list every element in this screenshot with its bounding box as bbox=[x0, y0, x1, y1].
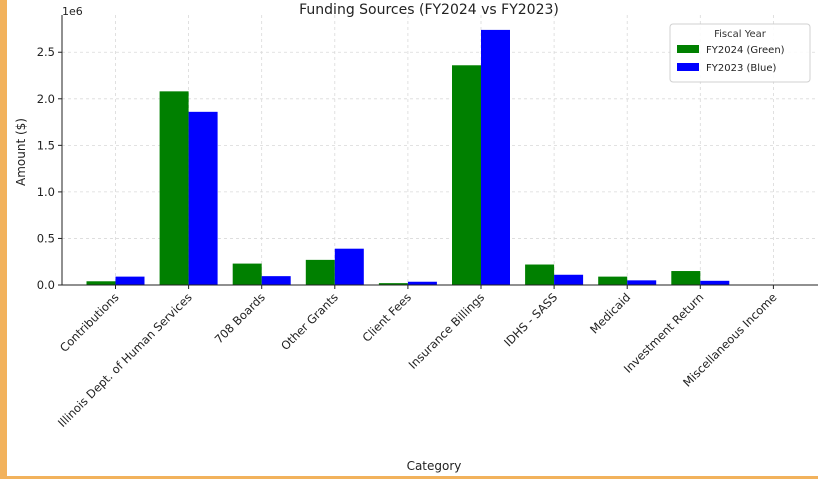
chart-title: Funding Sources (FY2024 vs FY2023) bbox=[299, 2, 559, 18]
bar-fy2024-1 bbox=[159, 91, 189, 286]
x-tick-label: Investment Return bbox=[621, 290, 707, 376]
x-tick-label: IDHS - SASS bbox=[501, 290, 560, 349]
bar-fy2024-8 bbox=[671, 271, 701, 285]
legend: Fiscal Year FY2024 (Green) FY2023 (Blue) bbox=[669, 23, 811, 83]
bar-fy2024-5 bbox=[452, 65, 481, 285]
bar-fy2023-6 bbox=[554, 274, 584, 285]
y-tick-label: 1.5 bbox=[37, 138, 55, 152]
y-tick-label: 0.0 bbox=[37, 278, 55, 292]
x-tick-label: 708 Boards bbox=[212, 290, 268, 346]
bar-fy2024-3 bbox=[305, 259, 335, 285]
bar-fy2023-7 bbox=[627, 280, 657, 285]
y-tick-label: 0.5 bbox=[37, 231, 55, 245]
bar-fy2023-2 bbox=[261, 276, 291, 285]
x-tick-label: Other Grants bbox=[278, 290, 341, 353]
legend-swatch-fy2024 bbox=[677, 45, 699, 53]
bar-fy2023-3 bbox=[334, 248, 364, 285]
bar-fy2023-8 bbox=[700, 280, 730, 285]
legend-label-fy2023: FY2023 (Blue) bbox=[706, 63, 777, 74]
y-axis-label: Amount ($) bbox=[14, 118, 28, 186]
bar-fy2023-1 bbox=[188, 111, 218, 286]
x-tick-label: Contributions bbox=[57, 290, 122, 355]
y-axis-offset-label: 1e6 bbox=[62, 5, 83, 18]
y-tick-label: 1.0 bbox=[37, 185, 55, 199]
bars bbox=[86, 29, 774, 286]
bar-fy2024-4 bbox=[378, 283, 408, 285]
y-tick-label: 2.0 bbox=[37, 92, 55, 106]
legend-box bbox=[669, 23, 811, 83]
bar-fy2023-5 bbox=[481, 29, 510, 286]
x-tick-label: Medicaid bbox=[587, 290, 633, 336]
bar-fy2024-6 bbox=[525, 264, 555, 285]
x-tick-label: Insurance Billings bbox=[406, 290, 488, 372]
x-tick-label: Client Fees bbox=[360, 290, 415, 345]
bar-fy2023-4 bbox=[407, 281, 437, 285]
bar-chart: 0.0 0.5 1.0 1.5 2.0 2.5 ContributionsIllinois … bbox=[14, 2, 818, 473]
legend-title: Fiscal Year bbox=[714, 29, 767, 40]
bar-fy2024-7 bbox=[598, 276, 628, 285]
bar-fy2023-0 bbox=[115, 276, 145, 285]
legend-swatch-fy2023 bbox=[677, 63, 699, 71]
x-axis-label: Category bbox=[407, 459, 462, 473]
bar-fy2024-2 bbox=[232, 263, 262, 285]
bar-fy2024-0 bbox=[86, 281, 116, 285]
x-tick-label: Illinois Dept. of Human Services bbox=[55, 290, 195, 430]
legend-label-fy2024: FY2024 (Green) bbox=[706, 45, 785, 56]
axes bbox=[58, 15, 818, 289]
y-tick-label: 2.5 bbox=[37, 45, 55, 59]
